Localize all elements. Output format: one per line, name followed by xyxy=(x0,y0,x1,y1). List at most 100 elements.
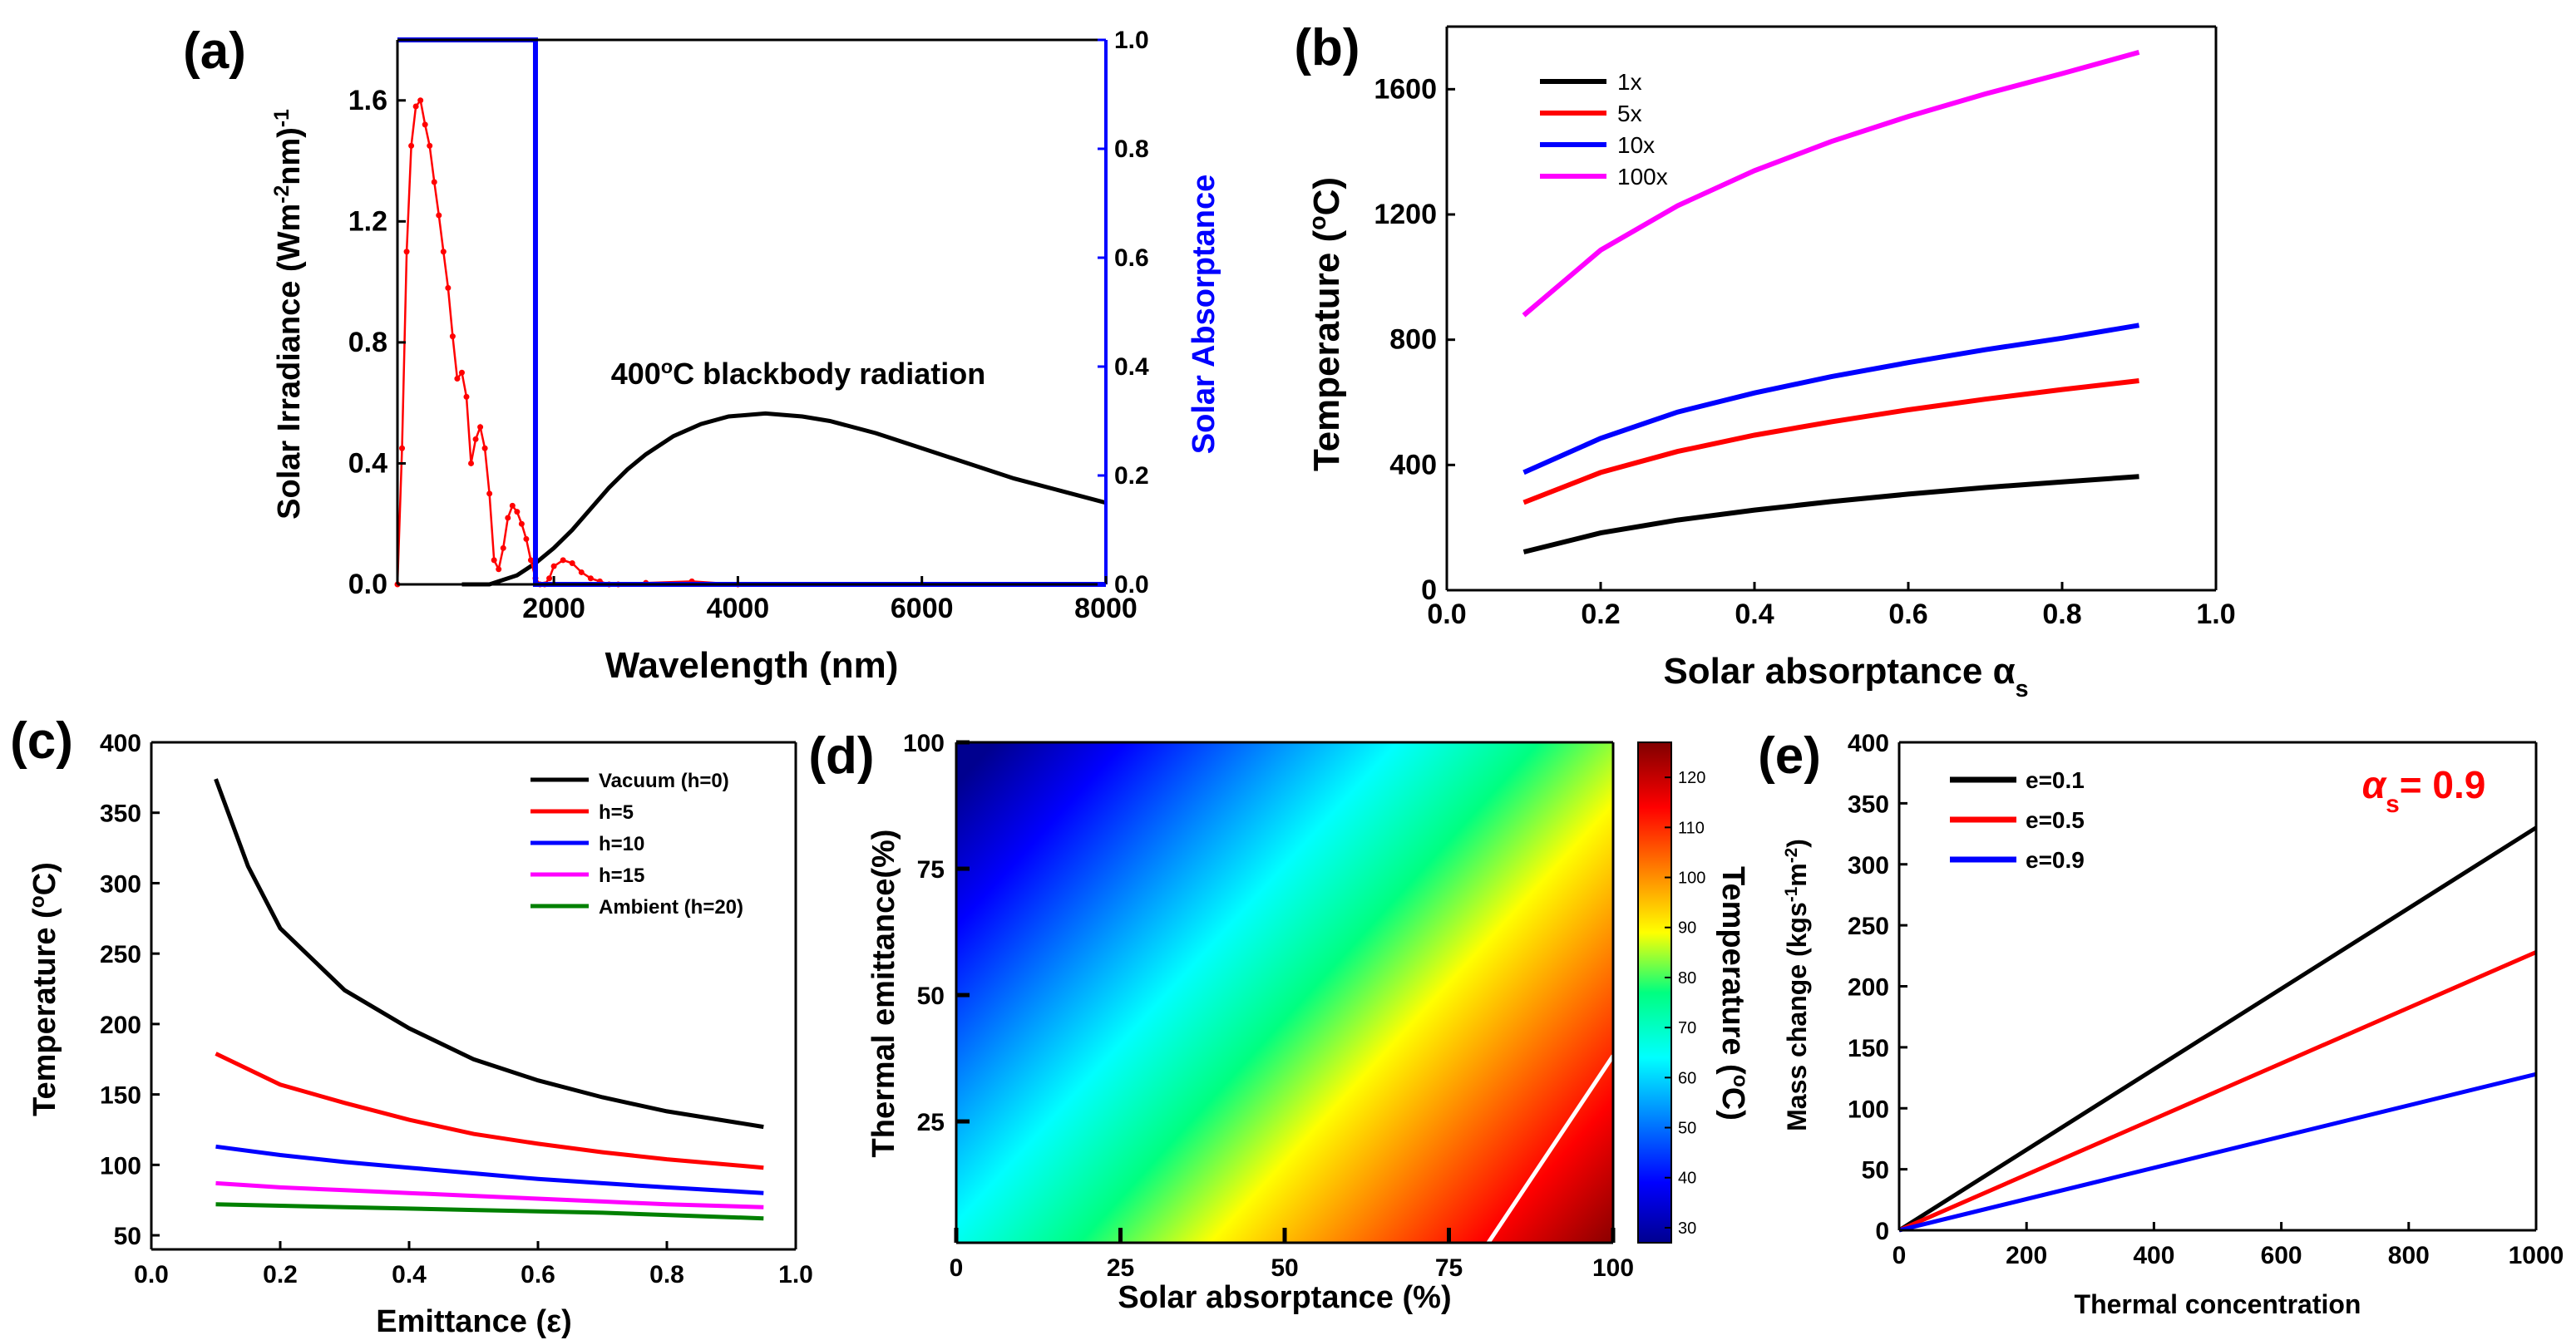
panel-b-xtick-label: 1.0 xyxy=(2196,599,2235,630)
panel-b-ytick-label: 1600 xyxy=(1374,73,1437,105)
panel-a-xlabel: Wavelength (nm) xyxy=(605,645,899,686)
panel-b-ytick-label: 400 xyxy=(1389,449,1437,480)
panel-b-xtick-label: 0.4 xyxy=(1735,599,1774,630)
solar-spectrum-point xyxy=(486,490,492,496)
solar-spectrum-line xyxy=(397,101,738,584)
colorbar-tick-label: 110 xyxy=(1678,819,1705,837)
colorbar-tick-label: 90 xyxy=(1678,919,1696,938)
panel-a-ytick-label: 0.0 xyxy=(348,569,387,600)
solar-spectrum-point xyxy=(579,569,585,575)
colorbar-tick-label: 40 xyxy=(1678,1170,1696,1188)
panel-b-label: (b) xyxy=(1294,19,1360,76)
panel-a-xtick-label: 2000 xyxy=(522,593,585,624)
panel-e-xtick-label: 400 xyxy=(2133,1242,2174,1269)
panel-b-ytick-label: 0 xyxy=(1421,574,1437,606)
panel-b-series-10x xyxy=(1524,325,2139,472)
solar-spectrum-point xyxy=(477,424,483,430)
panel-c-ytick-label: 350 xyxy=(100,801,141,828)
panel-e-series xyxy=(1899,952,2536,1230)
panel-c-xtick-label: 0.0 xyxy=(134,1261,169,1288)
panel-a: (a)20004000600080000.00.40.81.21.60.00.2… xyxy=(183,22,1221,686)
solar-spectrum-point xyxy=(468,461,474,466)
solar-spectrum-point xyxy=(505,515,511,520)
panel-e-xlabel: Thermal concentration xyxy=(2075,1289,2361,1319)
panel-b-ylabel: Temperature (oC) xyxy=(1305,177,1347,471)
panel-c-ytick-label: 100 xyxy=(100,1152,141,1180)
blackbody-annotation: 400oC blackbody radiation xyxy=(611,356,985,391)
solar-spectrum-point xyxy=(570,560,575,566)
absorptance-step-line xyxy=(397,40,1106,584)
panel-c-legend-label: h=10 xyxy=(599,833,644,855)
solar-spectrum-point xyxy=(528,557,534,563)
panel-b-legend-label: 1x xyxy=(1617,69,1642,95)
panel-e-series xyxy=(1899,828,2536,1230)
panel-a-label: (a) xyxy=(183,22,246,80)
colorbar-tick-label: 120 xyxy=(1678,769,1705,787)
panel-e: (e)e=0.1e=0.5e=0.9αs= 0.9020040060080010… xyxy=(1758,727,2564,1319)
solar-spectrum-point xyxy=(510,503,516,509)
panel-b-ytick-label: 800 xyxy=(1389,324,1437,356)
panel-c-xtick-label: 0.6 xyxy=(521,1261,555,1288)
solar-spectrum-point xyxy=(523,536,529,542)
panel-c: (c)Vacuum (h=0)h=5h=10h=15Ambient (h=20)… xyxy=(10,712,813,1339)
solar-spectrum-point xyxy=(463,394,469,400)
panel-c-xtick-label: 0.4 xyxy=(392,1261,427,1288)
panel-a-y2tick-label: 0.0 xyxy=(1114,571,1149,599)
panel-a-y2tick-label: 1.0 xyxy=(1114,27,1149,54)
solar-spectrum-point xyxy=(514,509,520,515)
solar-spectrum-point xyxy=(501,545,506,551)
panel-d-ytick-label: 75 xyxy=(917,856,945,884)
solar-spectrum-point xyxy=(491,557,497,563)
solar-spectrum-point xyxy=(496,566,501,572)
panel-c-xlabel: Emittance (ε) xyxy=(376,1304,572,1339)
colorbar-tick-label: 50 xyxy=(1678,1120,1696,1138)
panel-a-ytick-label: 0.4 xyxy=(348,447,387,479)
panel-a-y2tick-label: 0.6 xyxy=(1114,244,1149,272)
panel-e-ytick-label: 100 xyxy=(1848,1096,1889,1123)
colorbar xyxy=(1638,742,1671,1243)
solar-spectrum-point xyxy=(441,249,447,254)
panel-c-series xyxy=(216,1146,764,1193)
colorbar-tick-label: 80 xyxy=(1678,969,1696,988)
panel-d-xtick-label: 25 xyxy=(1107,1254,1134,1282)
panel-a-ylabel: Solar Irradiance (Wm-2nm)-1 xyxy=(271,109,308,520)
colorbar-tick-label: 70 xyxy=(1678,1019,1696,1037)
panel-e-ylabel: Mass change (kgs-1m-2) xyxy=(1782,839,1813,1131)
solar-spectrum-point xyxy=(560,557,566,563)
panel-e-ytick-label: 400 xyxy=(1848,730,1889,757)
panel-e-label: (e) xyxy=(1758,727,1821,785)
panel-c-ytick-label: 300 xyxy=(100,870,141,898)
panel-d: (d)0255075100255075100Solar absorptance … xyxy=(808,727,1751,1315)
panel-e-ytick-label: 0 xyxy=(1875,1218,1889,1245)
panel-b-series-1x xyxy=(1524,476,2139,552)
panel-b-xlabel: Solar absorptance αs xyxy=(1663,651,2028,702)
blackbody-curve xyxy=(462,413,1107,584)
panel-c-ylabel: Temperature (oC) xyxy=(27,862,63,1116)
solar-spectrum-point xyxy=(408,143,414,149)
panel-b-legend-label: 10x xyxy=(1617,132,1655,158)
panel-e-ytick-label: 200 xyxy=(1848,974,1889,1002)
panel-e-ytick-label: 350 xyxy=(1848,791,1889,818)
colorbar-tick-label: 100 xyxy=(1678,870,1705,888)
panel-e-ytick-label: 300 xyxy=(1848,852,1889,879)
panel-e-xtick-label: 600 xyxy=(2261,1242,2302,1269)
solar-spectrum-point xyxy=(450,333,456,339)
panel-e-ytick-label: 150 xyxy=(1848,1035,1889,1062)
panel-b-xtick-label: 0.8 xyxy=(2042,599,2081,630)
panel-d-ytick-label: 50 xyxy=(917,983,945,1010)
panel-c-legend-label: Ambient (h=20) xyxy=(599,896,743,919)
panel-d-xlabel: Solar absorptance (%) xyxy=(1118,1280,1451,1315)
colorbar-tick-label: 60 xyxy=(1678,1069,1696,1087)
panel-c-legend-label: h=15 xyxy=(599,865,644,887)
panel-a-ytick-label: 0.8 xyxy=(348,327,387,358)
panel-c-xtick-label: 1.0 xyxy=(778,1261,813,1288)
panel-c-ytick-label: 200 xyxy=(100,1012,141,1039)
panel-d-ylabel: Thermal emittance(%) xyxy=(866,830,901,1158)
heatmap-field xyxy=(956,742,1613,1243)
panel-a-y2tick-label: 0.4 xyxy=(1114,353,1149,381)
panel-a-ytick-label: 1.2 xyxy=(348,205,387,237)
solar-spectrum-point xyxy=(588,575,594,581)
panel-c-ytick-label: 250 xyxy=(100,941,141,968)
panel-b: (b)1x5x10x100x0.00.20.40.60.81.004008001… xyxy=(1294,19,2235,702)
panel-c-series xyxy=(216,779,764,1127)
